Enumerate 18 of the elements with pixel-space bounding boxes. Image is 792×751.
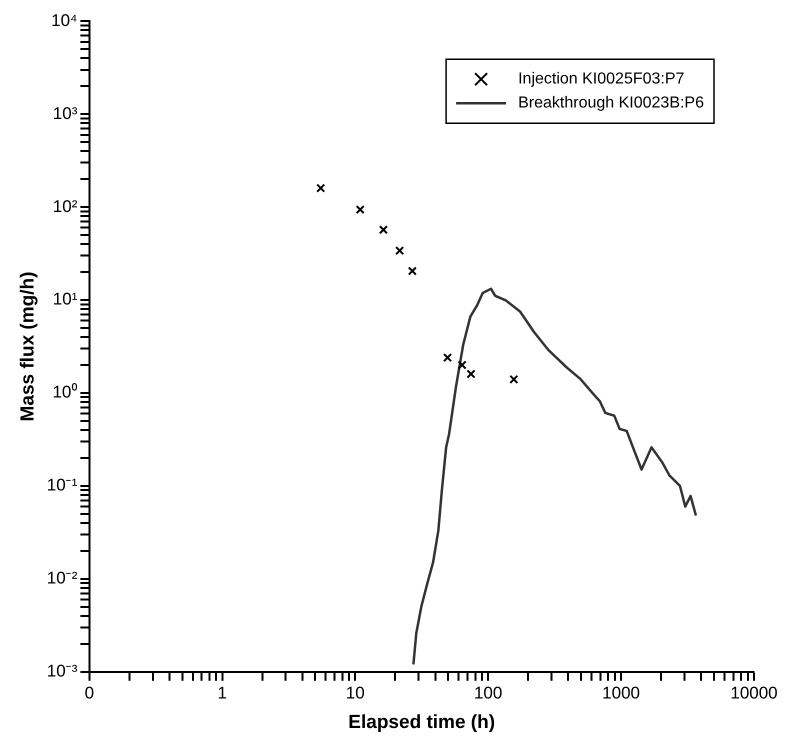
legend-label: Injection KI0025F03:P7: [518, 70, 685, 88]
x-tick-label: 10: [346, 684, 365, 703]
x-tick-label: 1: [218, 684, 228, 703]
y-tick-label: 10¹: [52, 290, 78, 309]
x-axis-title: Elapsed time (h): [348, 712, 496, 733]
x-tick-label: 0: [84, 684, 94, 703]
y-tick-label: 10²: [52, 196, 78, 216]
x-tick-label: 1000: [602, 684, 640, 703]
y-tick-label: 10⁻²: [46, 568, 78, 588]
y-tick-label: 10³: [52, 104, 78, 123]
y-axis-title: Mass flux (mg/h): [18, 272, 39, 422]
legend-label: Breakthrough KI0023B:P6: [518, 94, 704, 112]
y-tick-label: 10⁴: [51, 10, 78, 30]
y-tick-label: 10⁰: [52, 382, 78, 402]
x-tick-label: 100: [474, 684, 502, 703]
y-tick-label: 10⁻³: [46, 661, 78, 680]
x-tick-label: 10000: [730, 684, 778, 703]
y-tick-label: 10⁻¹: [46, 476, 78, 495]
